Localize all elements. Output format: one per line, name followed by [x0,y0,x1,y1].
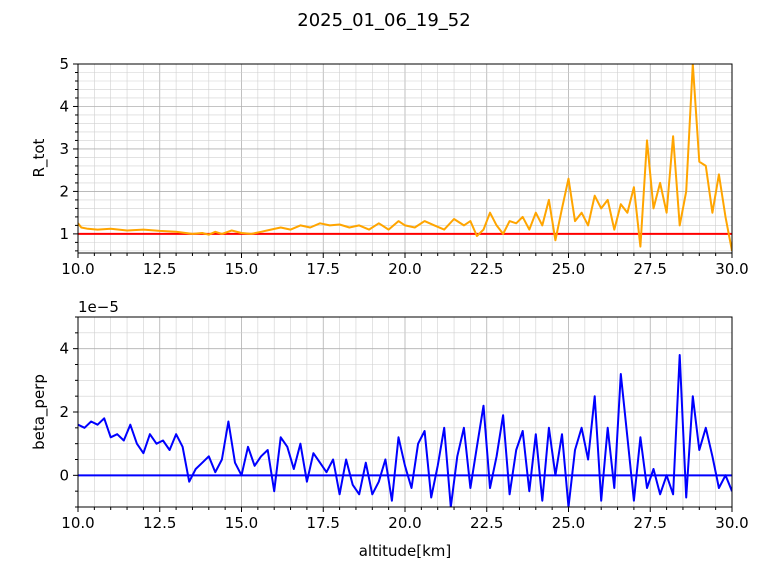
bottom-grid [77,316,733,508]
bottom-xtick-label: 15.0 [225,514,258,532]
bottom-scale-label: 1e−5 [78,298,119,316]
top-ytick-label: 3 [59,140,69,158]
bottom-ytick-label: 4 [59,340,69,358]
figure-title: 2025_01_06_19_52 [297,10,470,31]
top-xtick-label: 17.5 [307,260,340,278]
top-ytick-label: 1 [59,225,69,243]
bottom-xtick-label: 10.0 [61,514,94,532]
bottom-xtick-label: 30.0 [715,514,748,532]
bottom-ytick-label: 2 [59,403,69,421]
top-xtick-label: 30.0 [715,260,748,278]
bottom-xtick-label: 17.5 [307,514,340,532]
bottom-ticks: 10.0 12.5 15.0 17.5 20.0 22.5 25.0 27.5 30.0 0 2 4 [59,316,749,532]
top-series-line [78,64,732,252]
top-ylabel: R_tot [30,138,49,177]
bottom-xtick-label: 22.5 [470,514,503,532]
top-xtick-label: 20.0 [388,260,421,278]
bottom-subplot: 10.0 12.5 15.0 17.5 20.0 22.5 25.0 27.5 30.0024 … [30,298,749,560]
bottom-xtick-label: 12.5 [143,514,176,532]
top-xtick-label: 10.0 [61,260,94,278]
top-ticks: 10.0 12.5 15.0 17.5 20.0 22.5 25.0 27.5 30.0 1 2 3 4… [59,55,748,278]
bottom-ylabel: beta_perp [30,374,49,450]
top-xtick-label: 12.5 [143,260,176,278]
bottom-xtick-label: 25.0 [552,514,585,532]
bottom-xlabel: altitude[km] [359,542,452,560]
bottom-xtick-label: 20.0 [388,514,421,532]
top-xtick-label: 27.5 [634,260,667,278]
top-xtick-label: 15.0 [225,260,258,278]
top-xtick-label: 25.0 [552,260,585,278]
bottom-series-line [78,354,732,507]
top-subplot: 10.0 12.5 15.0 17.5 20.0 22.5 25.0 27.5 30.0 1 2 3 4… [30,55,749,278]
top-xtick-label: 22.5 [470,260,503,278]
top-ytick-label: 4 [59,97,69,115]
top-ytick-label: 2 [59,182,69,200]
top-ytick-label: 5 [59,55,69,73]
bottom-xtick-label: 27.5 [634,514,667,532]
bottom-ytick-label: 0 [59,466,69,484]
